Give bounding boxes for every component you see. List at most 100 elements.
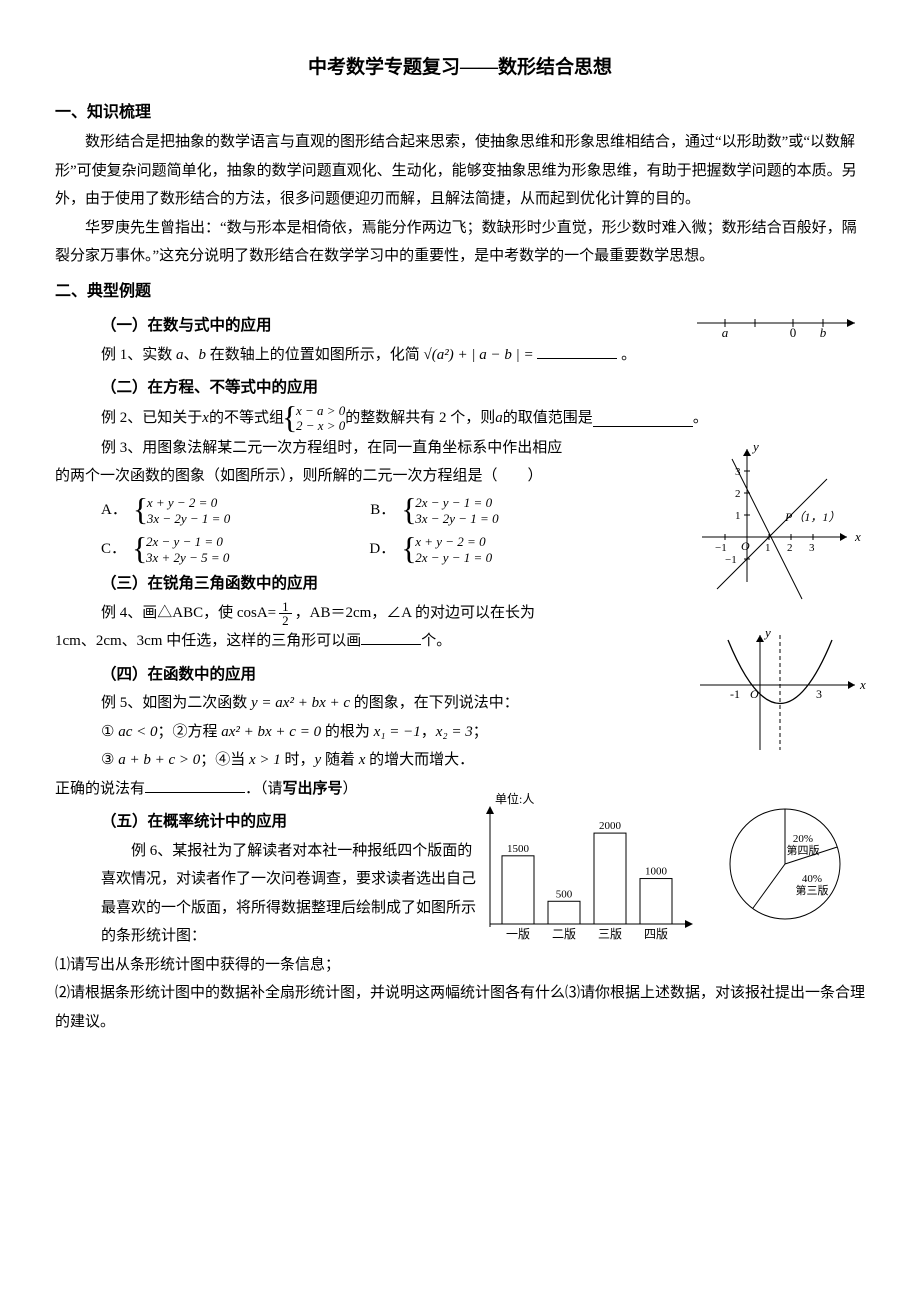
bar-cat-三版: 三版 [598, 927, 622, 941]
c2e: a + b + c > 0 [118, 752, 200, 768]
svg-text:3: 3 [735, 466, 741, 478]
heading-knowledge: 一、知识梳理 [55, 98, 865, 128]
example-2: 例 2、已知关于 x 的不等式组 x − a > 0 2 − x > 0 的整数… [101, 403, 865, 434]
ex2-mid: 的不等式组 [209, 404, 284, 433]
lg-x: x [854, 529, 861, 544]
heading-examples: 二、典型例题 [55, 277, 865, 307]
ex2-pre: 例 2、已知关于 [101, 404, 202, 433]
optA-lab: A． [101, 496, 127, 525]
number-line-figure: a 0 b [695, 309, 865, 337]
c1d: ， [421, 724, 436, 740]
pa-y: y [763, 625, 771, 640]
ex2-end: 。 [693, 404, 708, 433]
bar-四版 [640, 879, 672, 924]
ex2-post2: 的取值范围是 [503, 404, 593, 433]
bar-cat-一版: 一版 [506, 927, 530, 941]
c1x1: x₁ = −1 [374, 724, 421, 740]
svg-text:−1: −1 [715, 542, 727, 554]
c2c: 时， [281, 752, 315, 768]
pa-t1: -1 [730, 687, 740, 701]
ex4-num: 1 [279, 600, 292, 614]
example-6: 例 6、某报社为了解读者对本社一种报纸四个版面的喜欢情况，对读者作了一次问卷调查… [101, 837, 481, 951]
ex6-q1: ⑴请写出从条形统计图中获得的一条信息； [55, 951, 865, 980]
ex4-l2b: 个。 [421, 633, 451, 649]
page-title: 中考数学专题复习——数形结合思想 [55, 50, 865, 86]
optB-s1: 2x − y − 1 = 0 [415, 495, 498, 511]
optB-s2: 3x − 2y − 1 = 0 [415, 511, 498, 527]
optB-lab: B． [370, 496, 395, 525]
opt-c: C． 2x − y − 1 = 03x + 2y − 5 = 0 [101, 534, 229, 565]
pie-l2: 40% [802, 873, 822, 885]
bar-cat-四版: 四版 [644, 927, 668, 941]
bar-val-三版: 2000 [599, 820, 622, 832]
fbold: 写出序号 [283, 781, 343, 797]
c1c: 的根为 [321, 724, 374, 740]
ex2-sys1: x − a > 0 [296, 403, 345, 419]
bar-一版 [502, 856, 534, 924]
pie-l2b: 第三版 [796, 883, 829, 897]
bar-val-四版: 1000 [645, 866, 668, 878]
bar-val-一版: 1500 [507, 843, 530, 855]
intro-p2: 华罗庚先生曾指出：“数与形本是相倚依，焉能分作两边飞；数缺形时少直觉，形少数时难… [55, 214, 865, 271]
optC-s1: 2x − y − 1 = 0 [146, 534, 229, 550]
nl-0: 0 [790, 325, 797, 340]
ex1-pre: 例 1、实数 [101, 347, 176, 363]
ex1-expr: √(a²) + | a − b | = [424, 347, 534, 363]
svg-text:−1: −1 [725, 554, 737, 566]
svg-text:3: 3 [809, 542, 815, 554]
lg-O: O [741, 539, 750, 553]
parabola-figure: x y O -1 3 [695, 630, 865, 760]
svg-text:2: 2 [787, 542, 793, 554]
pa-x: x [859, 677, 866, 692]
c1b: ；②方程 [157, 724, 221, 740]
c2a: ③ [101, 752, 118, 768]
c2e2: 的增大而增大． [365, 752, 474, 768]
bar-三版 [594, 833, 626, 924]
bar-ylabel: 单位:人 [495, 791, 534, 806]
lg-y: y [751, 439, 759, 454]
bar-二版 [548, 901, 580, 924]
nl-b: b [820, 325, 827, 340]
ex4-l2a: 1cm、2cm、3cm 中任选，这样的三角形可以画 [55, 633, 361, 649]
optA-s2: 3x − 2y − 1 = 0 [147, 511, 230, 527]
ex4-den: 2 [279, 614, 292, 627]
ex1-blank [537, 342, 617, 359]
ex5-expr: y = ax² + bx + c [251, 695, 350, 711]
optC-lab: C． [101, 535, 126, 564]
optD-s2: 2x − y − 1 = 0 [415, 550, 492, 566]
optD-lab: D． [369, 535, 395, 564]
pie-l1b: 第四版 [787, 843, 820, 857]
optD-s1: x + y − 2 = 0 [415, 534, 492, 550]
fa: 正确的说法有 [55, 781, 145, 797]
c2d: 随着 [321, 752, 359, 768]
ex5-blank [145, 776, 245, 793]
ex4-a: 例 4、画△ABC，使 cosA= [101, 599, 276, 628]
intro-p1: 数形结合是把抽象的数学语言与直观的图形结合起来思索，使抽象思维和形象思维相结合，… [55, 128, 865, 214]
svg-text:2: 2 [735, 488, 741, 500]
fb: ．（请 [245, 781, 283, 797]
c1a: ① [101, 724, 118, 740]
fc: ） [343, 781, 358, 797]
pie-l1: 20% [793, 833, 813, 845]
ex2-sys2: 2 − x > 0 [296, 418, 345, 434]
opt-d: D． x + y − 2 = 02x − y − 1 = 0 [369, 534, 492, 565]
ex2-system: x − a > 0 2 − x > 0 [284, 403, 345, 434]
ex1-end: 。 [621, 347, 636, 363]
c1ee: ； [473, 724, 488, 740]
ex5-a: 例 5、如图为二次函数 [101, 695, 251, 711]
linear-graph-figure: x y P（1，1） O 1 2 3 −1 1 2 3 −1 [695, 442, 865, 607]
svg-text:1: 1 [765, 542, 771, 554]
pie-chart-figure: 20% 第四版 40% 第三版 [715, 789, 865, 939]
svg-text:1: 1 [735, 510, 741, 522]
optA-s1: x + y − 2 = 0 [147, 495, 230, 511]
c2b: ；④当 [200, 752, 249, 768]
ex4-blank [361, 629, 421, 646]
pa-t2: 3 [816, 687, 822, 701]
ex6-q2: ⑵请根据条形统计图中的数据补全扇形统计图，并说明这两幅统计图各有什么⑶请你根据上… [55, 979, 865, 1036]
bar-cat-二版: 二版 [552, 927, 576, 941]
ex1-mid: 、 [184, 347, 199, 363]
nl-a: a [722, 325, 729, 340]
ex6-p1: 例 6、某报社为了解读者对本社一种报纸四个版面的喜欢情况，对读者作了一次问卷调查… [101, 843, 476, 945]
ex2-blank [593, 410, 693, 427]
c2x: x > 1 [249, 752, 281, 768]
